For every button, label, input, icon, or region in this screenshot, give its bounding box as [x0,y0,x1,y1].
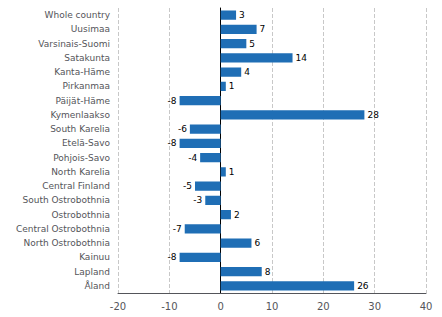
svg-text:Kainuu: Kainuu [79,252,110,262]
svg-text:Varsinais-Suomi: Varsinais-Suomi [38,39,110,49]
svg-text:Ostrobothnia: Ostrobothnia [52,210,110,220]
svg-text:0: 0 [217,301,223,312]
svg-text:South Ostrobothnia: South Ostrobothnia [23,195,111,205]
svg-text:1: 1 [229,81,235,91]
svg-text:-3: -3 [193,195,202,205]
svg-text:Kymenlaakso: Kymenlaakso [50,110,110,120]
svg-text:28: 28 [367,110,379,120]
svg-text:-20: -20 [110,301,126,312]
svg-text:South Karelia: South Karelia [50,124,110,134]
svg-text:3: 3 [239,10,245,20]
svg-text:10: 10 [266,301,279,312]
svg-text:Uusimaa: Uusimaa [71,24,110,34]
svg-text:North Karelia: North Karelia [51,167,110,177]
svg-text:4: 4 [244,67,250,77]
svg-text:North Ostrobothnia: North Ostrobothnia [23,238,110,248]
svg-text:Whole country: Whole country [45,10,111,20]
svg-text:Åland: Åland [84,280,110,291]
svg-text:26: 26 [357,281,369,291]
svg-text:Central Ostrobothnia: Central Ostrobothnia [16,224,110,234]
svg-text:Pirkanmaa: Pirkanmaa [62,81,110,91]
svg-text:-7: -7 [173,224,182,234]
svg-text:-5: -5 [183,181,192,191]
svg-text:7: 7 [260,24,266,34]
svg-text:30: 30 [368,301,381,312]
svg-text:Satakunta: Satakunta [64,53,110,63]
svg-text:Kanta-Häme: Kanta-Häme [54,67,110,77]
svg-text:-4: -4 [188,153,197,163]
svg-text:-8: -8 [168,96,177,106]
svg-text:14: 14 [296,53,308,63]
svg-text:2: 2 [234,210,240,220]
svg-text:6: 6 [254,238,260,248]
svg-text:Lapland: Lapland [74,267,110,277]
svg-text:-6: -6 [178,124,187,134]
svg-text:8: 8 [265,267,271,277]
svg-text:-10: -10 [161,301,177,312]
svg-text:5: 5 [249,39,255,49]
svg-text:1: 1 [229,167,235,177]
svg-text:Etelä-Savo: Etelä-Savo [62,138,111,148]
svg-text:20: 20 [317,301,330,312]
svg-text:Pohjois-Savo: Pohjois-Savo [53,153,110,163]
svg-text:40: 40 [420,301,433,312]
svg-text:-8: -8 [168,138,177,148]
svg-text:-8: -8 [168,252,177,262]
svg-text:Central Finland: Central Finland [42,181,110,191]
svg-text:Päijät-Häme: Päijät-Häme [56,96,111,106]
